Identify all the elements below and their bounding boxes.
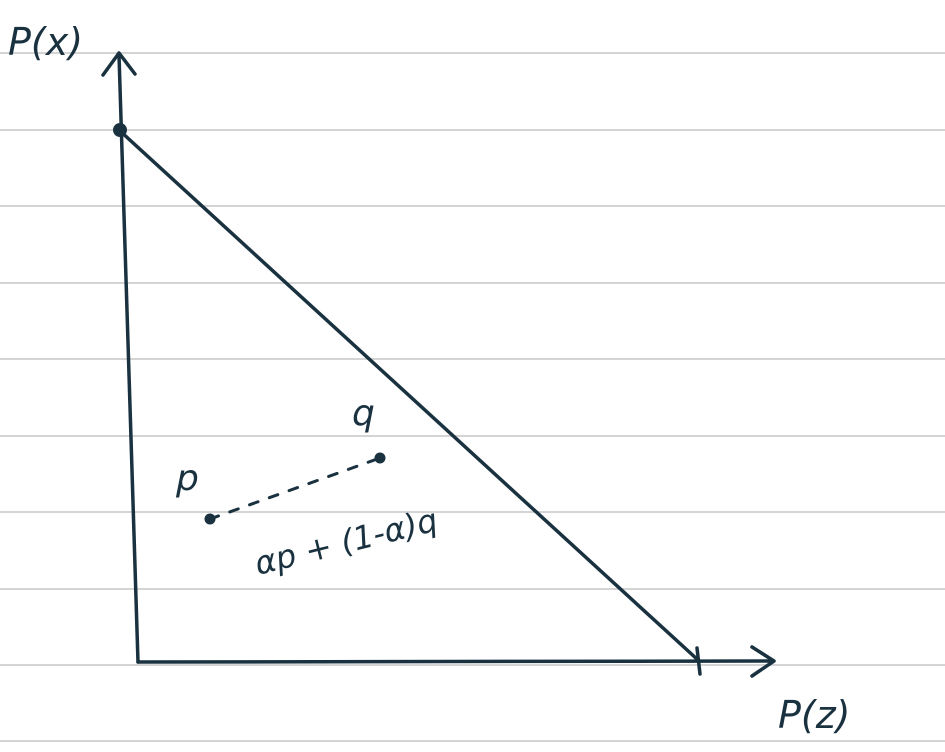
pq-dashed-segment <box>208 456 382 521</box>
point-p <box>204 513 216 525</box>
point-q-label: q <box>352 393 375 434</box>
y-axis <box>117 53 140 664</box>
x-axis-arrowhead <box>750 645 776 678</box>
point-q <box>374 452 386 464</box>
simplex-hypotenuse <box>117 128 700 662</box>
x-axis <box>136 659 774 664</box>
point-p-label: p <box>175 458 199 499</box>
y-axis-label: P(x) <box>8 20 83 64</box>
x-axis-label: P(z) <box>778 693 851 737</box>
y-axis-arrowhead <box>101 51 137 77</box>
x-intercept-tick <box>695 646 702 676</box>
ruled-lines <box>0 52 945 742</box>
y-intercept-point <box>113 123 127 137</box>
segment-label: αp + (1-α)q <box>251 501 441 583</box>
